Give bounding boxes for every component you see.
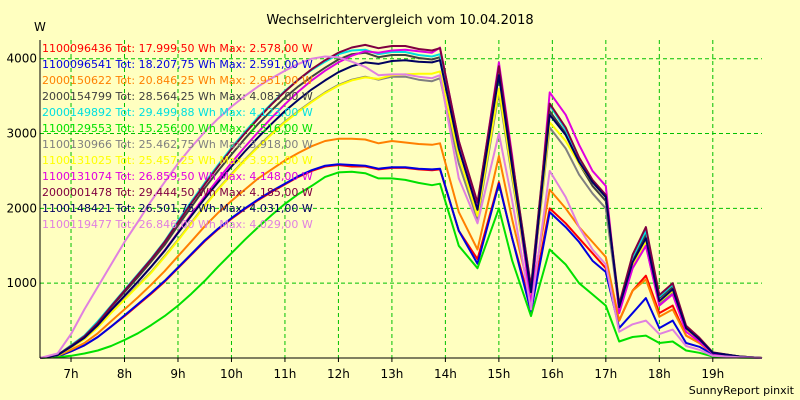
x-tick-label: 19h [701,367,724,381]
x-tick-label: 18h [648,367,671,381]
legend-entry: 2000149892 Tot: 29.499,88 Wh Max: 4.123,… [42,106,313,119]
y-tick-label: 1000 [6,276,37,290]
series-line [39,170,763,359]
y-tick-label: 4000 [6,52,37,66]
legend: 1100096436 Tot: 17.999,50 Wh Max: 2.578,… [42,42,313,231]
x-tick-label: 16h [541,367,564,381]
y-tick-label: 3000 [6,127,37,141]
legend-entry: 1100119477 Tot: 26.846,00 Wh Max: 4.029,… [42,218,313,231]
legend-entry: 1100096541 Tot: 18.207,75 Wh Max: 2.591,… [42,58,313,71]
x-tick-label: 10h [220,367,243,381]
x-tick-label: 7h [63,367,78,381]
x-tick-label: 9h [170,367,185,381]
legend-entry: 1100131074 Tot: 26.859,50 Wh Max: 4.148,… [42,170,313,183]
x-tick-label: 14h [434,367,457,381]
x-tick-labels: 7h 8h 9h 10h 11h 12h 13h 14h 15h 16h 17h 18h 19h [63,367,724,381]
legend-entry: 1100148421 Tot: 26.501,75 Wh Max: 4.031,… [42,202,313,215]
footer-credit: SunnyReport pinxit [689,384,795,397]
legend-entry: 1100096436 Tot: 17.999,50 Wh Max: 2.578,… [42,42,313,55]
axes [39,40,762,362]
x-tick-label: 17h [594,367,617,381]
legend-entry: 2000001478 Tot: 29.444,50 Wh Max: 4.185,… [42,186,313,199]
legend-entry: 1100129553 Tot: 15.256,00 Wh Max: 2.516,… [42,122,313,135]
series-line [39,43,763,359]
series-lines [39,43,763,359]
x-tick-label: 15h [487,367,510,381]
chart-title: Wechselrichtervergleich vom 10.04.2018 [266,13,533,28]
x-tick-label: 11h [274,367,297,381]
series-line [39,137,763,359]
x-tick-label: 13h [380,367,403,381]
legend-entry: 1100130966 Tot: 25.462,75 Wh Max: 3.918,… [42,138,313,151]
x-tick-label: 8h [117,367,132,381]
series-line [39,55,763,359]
y-axis-label: W [34,20,46,34]
y-tick-labels: 1000 2000 3000 4000 [6,52,37,290]
legend-entry: 2000150622 Tot: 20.846,25 Wh Max: 2.951,… [42,74,313,87]
y-tick-label: 2000 [6,201,37,215]
x-tick-label: 12h [327,367,350,381]
legend-entry: 2000154799 Tot: 28.564,25 Wh Max: 4.083,… [42,90,313,103]
legend-entry: 1100131025 Tot: 25.457,25 Wh Max: 3.921,… [42,154,313,167]
series-line [39,59,763,359]
series-line [39,163,763,359]
